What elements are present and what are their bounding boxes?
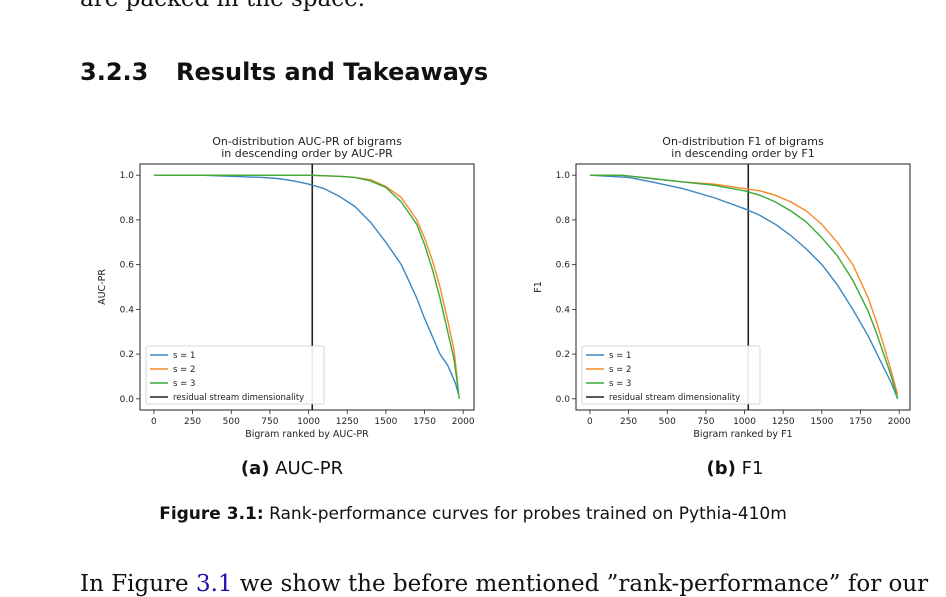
subfigure-name-b: F1 — [741, 458, 764, 479]
y-tick-label: 0.8 — [120, 216, 135, 226]
series-line-s1 — [589, 174, 899, 400]
x-tick-label: 250 — [184, 417, 201, 427]
subfigure-caption-b: (b) F1 — [585, 458, 885, 479]
y-tick-label: 0.6 — [556, 261, 571, 271]
x-tick-label: 1750 — [849, 417, 872, 427]
x-tick-label: 1250 — [772, 417, 795, 427]
legend-label: s = 3 — [173, 379, 195, 389]
figure-caption: Figure 3.1: Rank-performance curves for … — [0, 504, 946, 524]
y-tick-label: 0.6 — [120, 261, 135, 271]
subfigure-caption-a: (a) AUC-PR — [142, 458, 442, 479]
body-text-after: we show the before mentioned ”rank-perfo… — [232, 571, 929, 597]
section-title: Results and Takeaways — [176, 58, 489, 86]
x-tick-label: 750 — [261, 417, 278, 427]
legend-label: s = 3 — [609, 379, 631, 389]
series-line-s1 — [153, 174, 460, 395]
legend-label: s = 2 — [173, 365, 195, 375]
x-tick-label: 0 — [587, 417, 593, 427]
chart-title: On-distribution F1 of bigrams — [662, 135, 824, 148]
subfigure-label-a: (a) — [240, 458, 270, 479]
x-tick-label: 1500 — [810, 417, 833, 427]
series-line-s3 — [589, 174, 899, 399]
y-tick-label: 0.4 — [120, 305, 135, 315]
x-axis-label: Bigram ranked by AUC-PR — [245, 429, 369, 440]
series-line-s3 — [153, 174, 460, 399]
x-tick-label: 2000 — [452, 417, 475, 427]
legend-label: residual stream dimensionality — [173, 393, 304, 403]
body-text: In Figure 3.1 we show the before mention… — [80, 571, 928, 597]
legend-label: residual stream dimensionality — [609, 393, 740, 403]
x-tick-label: 750 — [697, 417, 714, 427]
figure-caption-label: Figure 3.1: — [159, 504, 264, 524]
y-tick-label: 0.0 — [120, 395, 135, 405]
x-tick-label: 500 — [659, 417, 676, 427]
legend-label: s = 1 — [173, 351, 195, 361]
y-tick-label: 1.0 — [556, 171, 571, 181]
y-tick-label: 0.8 — [556, 216, 571, 226]
page-top-text: are packed in the space. — [80, 0, 365, 12]
y-tick-label: 0.0 — [556, 395, 571, 405]
section-heading: 3.2.3 Results and Takeaways — [80, 58, 488, 86]
x-tick-label: 1750 — [413, 417, 436, 427]
y-axis-label: F1 — [533, 281, 544, 293]
figure-reference-link[interactable]: 3.1 — [195, 571, 233, 597]
legend-label: s = 2 — [609, 365, 631, 375]
y-tick-label: 0.2 — [120, 350, 134, 360]
chart-title: On-distribution AUC-PR of bigrams — [212, 135, 402, 148]
x-axis-label: Bigram ranked by F1 — [693, 429, 792, 440]
subfigure-name-a: AUC-PR — [275, 458, 344, 479]
x-tick-label: 0 — [151, 417, 157, 427]
legend-box — [145, 345, 325, 405]
chart-subtitle: in descending order by AUC-PR — [221, 147, 393, 160]
body-text-before: In Figure — [80, 571, 196, 597]
x-tick-label: 1000 — [733, 417, 756, 427]
figure-caption-text: Rank-performance curves for probes train… — [269, 504, 787, 524]
x-tick-label: 250 — [620, 417, 637, 427]
x-tick-label: 1000 — [297, 417, 320, 427]
subfigure-label-b: (b) — [706, 458, 736, 479]
chart-subtitle: in descending order by F1 — [671, 147, 814, 160]
y-axis-label: AUC-PR — [97, 269, 108, 305]
x-tick-label: 2000 — [888, 417, 911, 427]
x-tick-label: 500 — [223, 417, 240, 427]
y-tick-label: 0.2 — [556, 350, 570, 360]
legend-box — [581, 345, 761, 405]
y-tick-label: 1.0 — [120, 171, 135, 181]
legend-label: s = 1 — [609, 351, 631, 361]
x-tick-label: 1500 — [374, 417, 397, 427]
y-tick-label: 0.4 — [556, 305, 571, 315]
section-number: 3.2.3 — [80, 58, 149, 86]
x-tick-label: 1250 — [336, 417, 359, 427]
